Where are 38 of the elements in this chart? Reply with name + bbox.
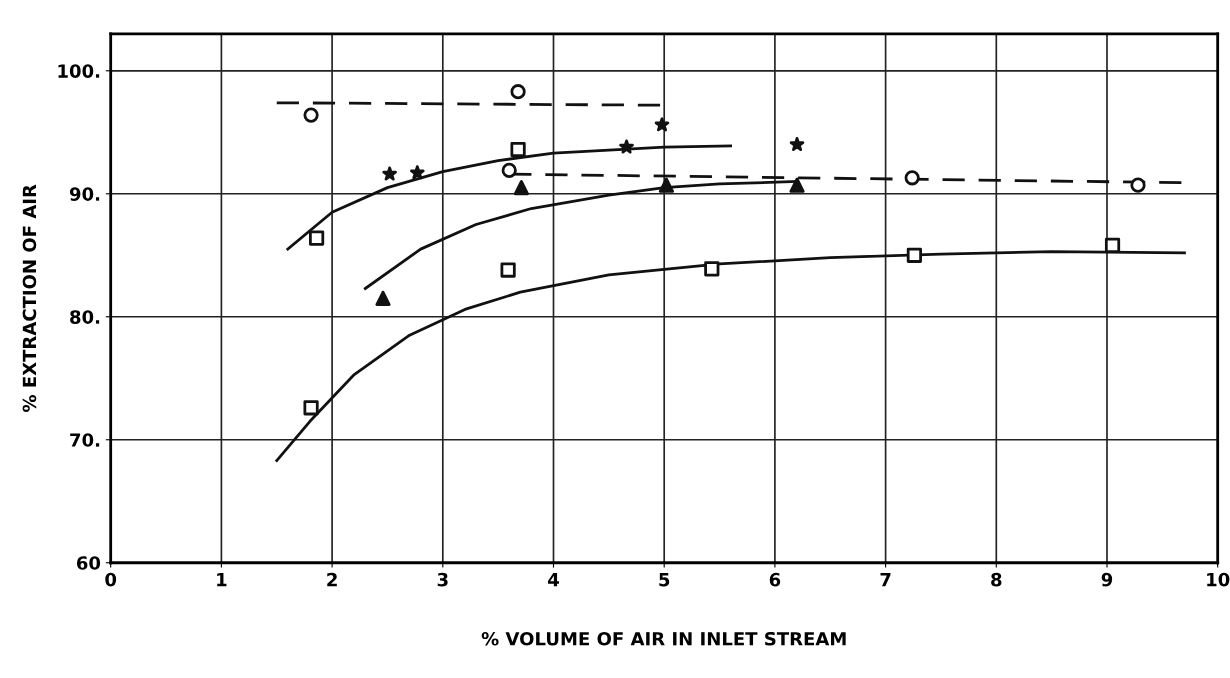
- x-tick-label: 1: [217, 573, 227, 587]
- x-axis-title: % VOLUME OF AIR IN INLET STREAM: [481, 631, 846, 646]
- y-tick-label: 100.: [58, 64, 100, 78]
- point: [375, 290, 391, 306]
- point: [510, 141, 526, 158]
- x-tick-label: 8: [991, 572, 1002, 587]
- x-tick-label: 5: [659, 573, 670, 587]
- point: [789, 177, 805, 193]
- point: [789, 136, 805, 151]
- point: [619, 139, 634, 154]
- point: [513, 180, 529, 196]
- point: [303, 107, 319, 123]
- point: [904, 170, 920, 186]
- y-tick-label: 90.: [69, 187, 100, 201]
- x-tick-label: 0: [105, 572, 117, 587]
- x-tick-label: 10: [1207, 572, 1230, 587]
- point: [410, 165, 425, 180]
- x-tick-label: 7: [880, 573, 891, 587]
- y-tick-label: 70.: [70, 433, 100, 447]
- point: [658, 177, 675, 193]
- x-tick-label: 2: [327, 572, 337, 587]
- x-tick-label: 9: [1101, 572, 1113, 587]
- point: [309, 230, 325, 246]
- point: [654, 117, 670, 132]
- y-axis-title: % EXTRACTION OF AIR: [22, 184, 37, 412]
- point: [906, 247, 922, 263]
- point: [501, 162, 517, 179]
- point: [382, 166, 397, 181]
- x-tick-label: 6: [769, 572, 781, 587]
- point: [500, 262, 516, 278]
- x-tick-label: 4: [548, 573, 559, 587]
- x-tick-label: 3: [437, 572, 448, 587]
- y-tick-label: 80.: [70, 310, 100, 324]
- point: [1130, 177, 1146, 193]
- point: [510, 84, 526, 100]
- point: [704, 261, 720, 277]
- point: [303, 400, 319, 416]
- y-tick-label: 60: [76, 556, 101, 570]
